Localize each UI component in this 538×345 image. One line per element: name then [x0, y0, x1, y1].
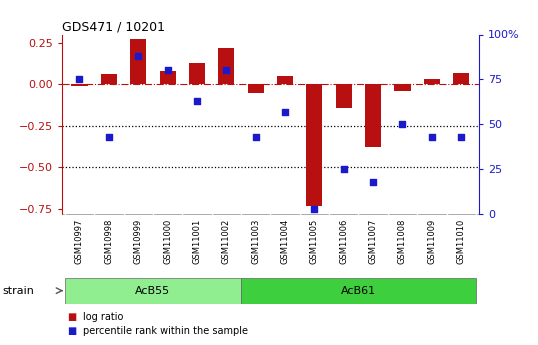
Point	[75, 77, 84, 82]
Bar	[365, 84, 381, 147]
Bar	[336, 84, 352, 108]
Text: GSM11001: GSM11001	[193, 218, 201, 264]
Point	[134, 53, 143, 59]
Text: GSM11009: GSM11009	[427, 218, 436, 264]
Text: GSM11006: GSM11006	[339, 218, 348, 264]
Bar	[72, 84, 88, 86]
Text: GSM11008: GSM11008	[398, 218, 407, 264]
Text: GSM11005: GSM11005	[310, 218, 319, 264]
Text: AcB61: AcB61	[341, 286, 376, 296]
Point	[428, 134, 436, 139]
Text: GSM10998: GSM10998	[104, 218, 114, 264]
Text: GDS471 / 10201: GDS471 / 10201	[62, 20, 165, 33]
Bar	[218, 48, 235, 84]
Bar	[241, 278, 476, 304]
Point	[457, 134, 465, 139]
Point	[104, 134, 113, 139]
Bar	[306, 84, 322, 206]
Point	[310, 206, 318, 211]
Bar	[453, 73, 469, 84]
Bar	[189, 63, 205, 84]
Bar	[159, 71, 175, 84]
Text: ■: ■	[67, 313, 76, 322]
Point	[251, 134, 260, 139]
Text: GSM11000: GSM11000	[163, 218, 172, 264]
Text: percentile rank within the sample: percentile rank within the sample	[83, 326, 249, 336]
Point	[398, 121, 407, 127]
Text: GSM11010: GSM11010	[457, 218, 466, 264]
Text: log ratio: log ratio	[83, 313, 124, 322]
Text: AcB55: AcB55	[136, 286, 171, 296]
Bar	[277, 76, 293, 84]
Text: GSM11007: GSM11007	[369, 218, 378, 264]
Text: GSM11003: GSM11003	[251, 218, 260, 264]
Bar	[101, 75, 117, 84]
Bar	[247, 84, 264, 93]
Text: GSM11004: GSM11004	[280, 218, 289, 264]
Text: GSM11002: GSM11002	[222, 218, 231, 264]
Bar	[130, 39, 146, 84]
Bar	[65, 278, 241, 304]
Point	[281, 109, 289, 115]
Text: GSM10999: GSM10999	[134, 218, 143, 264]
Point	[222, 68, 231, 73]
Point	[163, 68, 172, 73]
Point	[339, 166, 348, 172]
Bar	[394, 84, 410, 91]
Bar	[424, 79, 440, 84]
Text: GSM10997: GSM10997	[75, 218, 84, 264]
Point	[369, 179, 378, 184]
Text: ■: ■	[67, 326, 76, 336]
Point	[193, 98, 201, 104]
Text: strain: strain	[3, 286, 34, 296]
